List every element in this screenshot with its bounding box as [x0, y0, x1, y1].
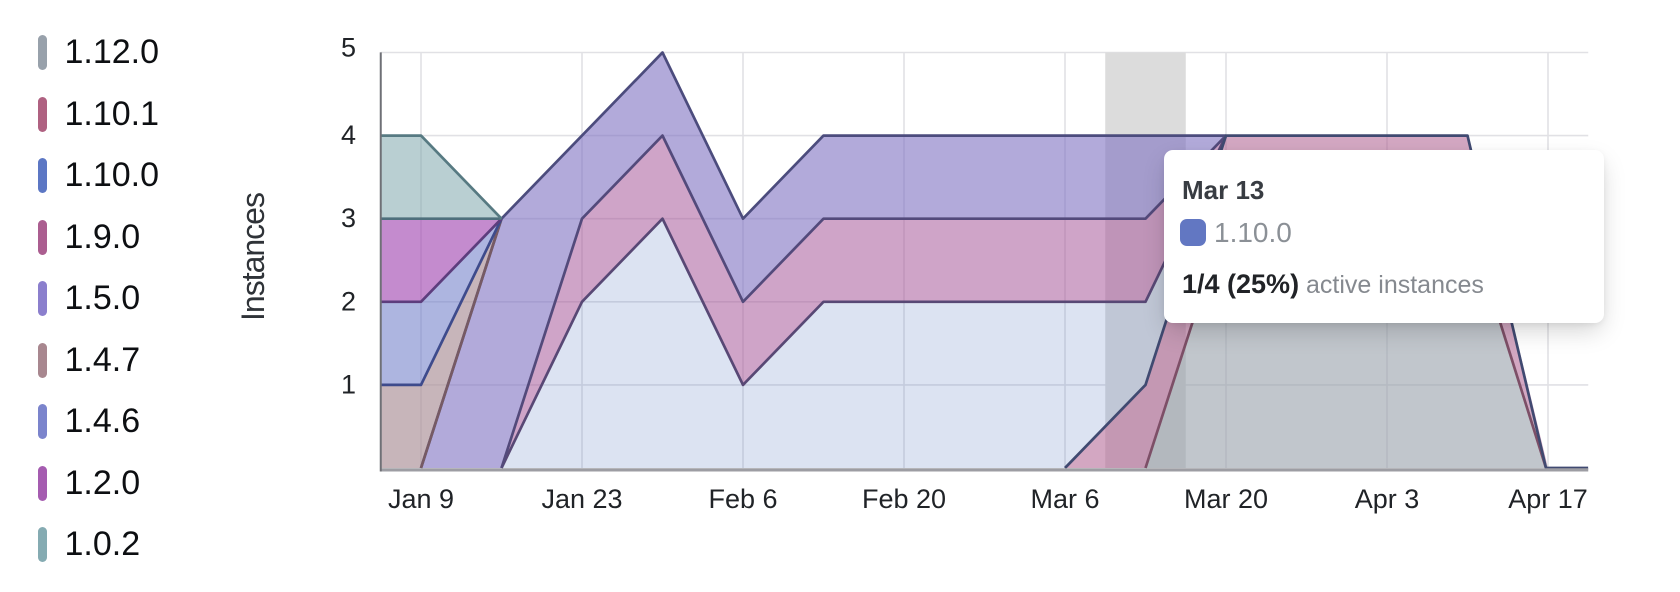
svg-text:Apr 17: Apr 17 — [1508, 484, 1588, 514]
svg-text:Apr 3: Apr 3 — [1355, 484, 1420, 514]
svg-text:4: 4 — [341, 120, 356, 150]
svg-text:2: 2 — [341, 286, 356, 316]
svg-text:Jan 9: Jan 9 — [388, 484, 454, 514]
svg-text:Instances: Instances — [235, 193, 271, 321]
svg-text:Feb 6: Feb 6 — [708, 484, 777, 514]
svg-text:Jan 23: Jan 23 — [541, 484, 622, 514]
svg-text:Mar 6: Mar 6 — [1030, 484, 1099, 514]
svg-text:Mar 20: Mar 20 — [1184, 484, 1268, 514]
svg-text:5: 5 — [341, 33, 356, 63]
svg-text:Feb 20: Feb 20 — [862, 484, 946, 514]
svg-text:3: 3 — [341, 203, 356, 233]
svg-text:1: 1 — [341, 369, 356, 399]
